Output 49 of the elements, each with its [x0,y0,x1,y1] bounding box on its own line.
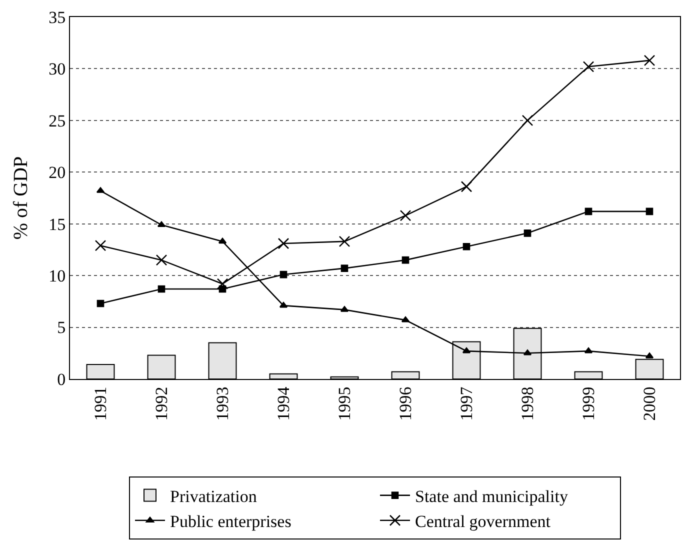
point [400,210,412,222]
point [278,238,290,250]
y-tick-label: 30 [48,60,66,79]
point [401,316,410,322]
x-tick-label: 1991 [91,386,110,421]
point [158,285,166,293]
point [644,54,656,66]
y-tick-label: 15 [48,214,66,234]
point [522,114,534,126]
x-tick-label: 1996 [396,386,416,421]
point [280,270,288,278]
x-tick-label: 1994 [274,386,294,421]
x-tick-label: 1998 [518,386,538,421]
x-tick-label: 1993 [213,386,232,421]
legend-label: Central government [415,512,551,532]
point [338,236,350,248]
point [584,347,593,354]
y-axis-title: % of GDP [10,156,32,240]
x-tick-label: 1995 [335,386,354,421]
legend-label: Privatization [170,486,258,506]
legend-label: Public enterprises [170,512,292,532]
point [524,230,532,237]
point [96,300,104,308]
point [94,240,106,252]
point [462,347,471,354]
y-tick-label: 0 [57,370,66,389]
x-tick-label: 2000 [640,386,660,421]
point [584,208,592,216]
y-tick-label: 10 [48,266,66,286]
point [460,180,472,192]
y-tick-label: 5 [57,318,66,338]
y-tick-label: 35 [48,8,66,27]
point [156,254,168,266]
point [218,238,227,244]
point [523,349,532,356]
x-tick-label: 1997 [457,386,476,421]
y-tick-label: 25 [48,111,66,130]
point [582,61,594,72]
x-tick-label: 1999 [579,386,598,421]
point [279,302,288,308]
point [216,278,228,290]
point [157,221,166,228]
x-tick-label: 1992 [152,386,172,421]
point [340,264,348,272]
point [402,256,410,264]
point [462,242,470,250]
y-tick-label: 20 [48,163,66,182]
legend-label: State and municipality [415,486,568,506]
point [646,208,654,216]
